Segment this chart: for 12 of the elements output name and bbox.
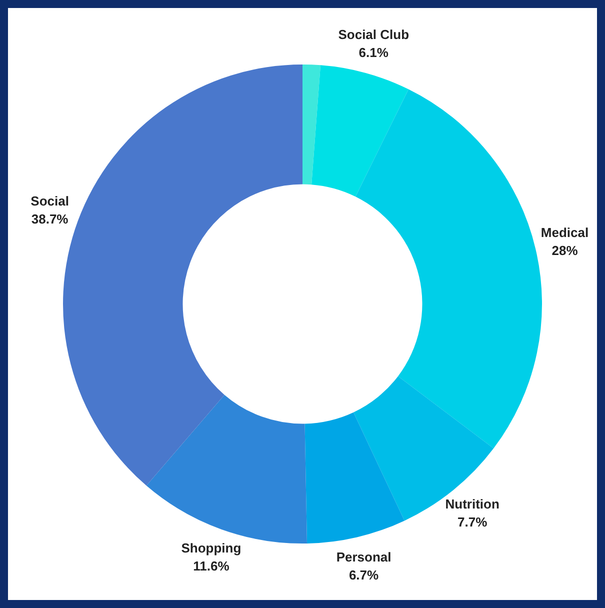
- slice-label: Social: [30, 193, 69, 208]
- slice-label: Shopping: [181, 540, 242, 556]
- data-label: 28%: [552, 242, 578, 258]
- data-label: 11.6%: [193, 558, 230, 574]
- data-label: 6.7%: [348, 567, 380, 582]
- slice-label: Nutrition: [445, 496, 500, 512]
- data-label: 7.7%: [458, 514, 488, 530]
- data-label: 6.1%: [358, 45, 389, 60]
- slice-label: Personal: [336, 549, 392, 564]
- slice-label: Social Club: [338, 27, 410, 42]
- slice-label: Medical: [540, 224, 589, 240]
- data-label: 38.7%: [31, 211, 69, 226]
